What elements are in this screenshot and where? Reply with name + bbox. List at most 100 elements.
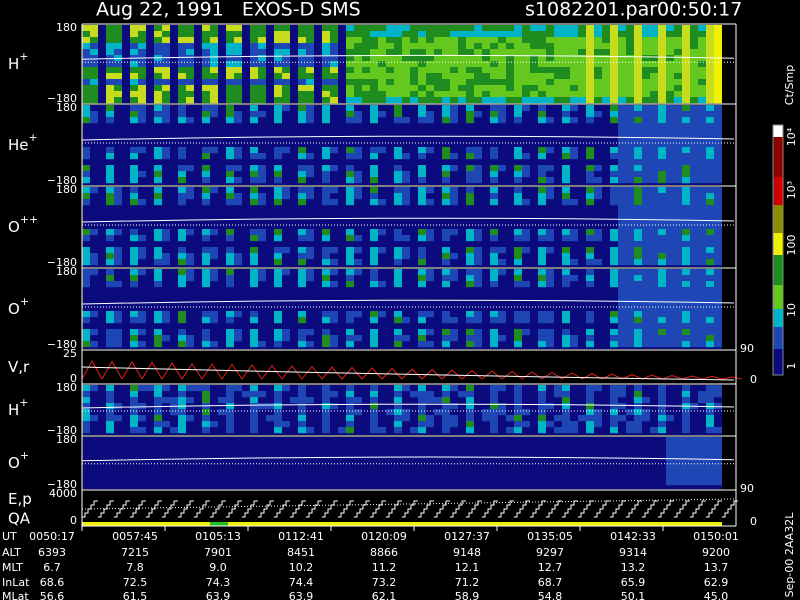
spectrogram-cell — [594, 259, 602, 266]
row-value: 0135:05 — [527, 530, 573, 543]
spectrogram-cell — [714, 73, 722, 80]
spectrogram-cell — [562, 37, 570, 44]
spectrogram-cell — [674, 171, 682, 178]
spectrogram-cell — [170, 427, 178, 434]
spectrogram-cell — [578, 67, 586, 74]
spectrogram-cell — [642, 37, 650, 44]
spectrogram-cell — [658, 79, 666, 86]
spectrogram-cell — [698, 123, 706, 130]
spectrogram-cell — [714, 443, 722, 450]
spectrogram-cell — [370, 147, 378, 154]
spectrogram-cell — [594, 43, 602, 50]
spectrogram-cell — [306, 427, 314, 434]
spectrogram-cell — [154, 165, 162, 172]
spectrogram-cell — [674, 305, 682, 312]
spectrogram-cell — [626, 335, 634, 342]
spectrogram-cell — [634, 193, 642, 200]
spectrogram-cell — [250, 37, 258, 44]
spectrogram-cell — [466, 61, 474, 68]
spectrogram-cell — [82, 187, 90, 194]
spectrogram-cell — [602, 97, 610, 104]
spectrogram-cell — [554, 25, 562, 32]
spectrogram-cell — [490, 311, 498, 318]
spectrogram-cell — [714, 259, 722, 266]
spectrogram-cell — [418, 55, 426, 62]
spectrogram-cell — [474, 111, 482, 118]
spectrogram-cell — [346, 427, 354, 434]
colorbar-tick-label: 10³ — [785, 181, 798, 199]
spectrogram-cell — [674, 259, 682, 266]
spectrogram-cell — [610, 329, 618, 336]
spectrogram-cell — [682, 229, 690, 236]
spectrogram-cell — [178, 275, 186, 282]
trace-line — [81, 299, 735, 305]
spectrogram-cell — [562, 415, 570, 422]
spectrogram-cell — [282, 97, 290, 104]
spectrogram-cell — [514, 49, 522, 56]
spectrogram-cell — [450, 67, 458, 74]
spectrogram-cell — [666, 97, 674, 104]
spectrogram-cell — [610, 275, 618, 282]
spectrogram-cell — [586, 341, 594, 348]
spectrogram-cell — [434, 67, 442, 74]
panel-label-text: H — [8, 55, 19, 73]
spectrogram-cell — [202, 177, 210, 184]
spectrogram-cell — [626, 211, 634, 218]
spectrogram-cell — [586, 79, 594, 86]
spectrogram-cell — [706, 159, 714, 166]
spectrogram-cell — [114, 311, 122, 318]
spectrogram-cell — [578, 415, 586, 422]
spectrogram-cell — [586, 415, 594, 422]
spectrogram-cell — [498, 165, 506, 172]
spectrogram-cell — [658, 37, 666, 44]
spectrogram-cell — [346, 329, 354, 336]
spectrogram-cell — [506, 73, 514, 80]
spectrogram-cell — [442, 259, 450, 266]
spectrogram-cell — [442, 91, 450, 98]
spectrogram-cell — [642, 97, 650, 104]
spectrogram-cell — [706, 241, 714, 248]
spectrogram-cell — [138, 341, 146, 348]
spectrogram-cell — [322, 105, 330, 112]
spectrogram-cell — [666, 171, 674, 178]
spectrogram-cell — [674, 281, 682, 288]
spectrogram-cell — [538, 193, 546, 200]
spectrogram-cell — [466, 91, 474, 98]
spectrogram-cell — [562, 235, 570, 242]
spectrogram-cell — [114, 335, 122, 342]
spectrogram-cell — [498, 79, 506, 86]
spectrogram-cell — [650, 123, 658, 130]
spectrogram-cell — [130, 49, 138, 56]
spectrogram-cell — [250, 253, 258, 260]
spectrogram-cell — [330, 79, 338, 86]
spectrogram-cell — [714, 293, 722, 300]
spectrogram-cell — [658, 105, 666, 112]
spectrogram-cell — [602, 31, 610, 38]
spectrogram-cell — [306, 73, 314, 80]
spectrogram-cell — [650, 61, 658, 68]
spectrogram-cell — [114, 25, 122, 32]
spectrogram-cell — [106, 385, 114, 392]
row-value: 0057:45 — [112, 530, 158, 543]
spectrogram-cell — [514, 73, 522, 80]
spectrogram-cell — [594, 67, 602, 74]
spectrogram-cell — [618, 55, 626, 62]
spectrogram-cell — [466, 235, 474, 242]
spectrogram-cell — [458, 61, 466, 68]
spectrogram-cell — [330, 67, 338, 74]
spectrogram-cell — [642, 61, 650, 68]
spectrogram-cell — [426, 91, 434, 98]
spectrogram-cell — [578, 73, 586, 80]
spectrogram-cell — [610, 403, 618, 410]
spectrogram-cell — [178, 165, 186, 172]
spectrogram-cell — [250, 397, 258, 404]
spectrogram-cell — [586, 43, 594, 50]
spectrogram-cell — [258, 341, 266, 348]
spectrogram-cell — [250, 187, 258, 194]
spectrogram-cell — [634, 199, 642, 206]
spectrogram-cell — [130, 199, 138, 206]
spectrogram-cell — [666, 25, 674, 32]
spectrogram-cell — [714, 317, 722, 324]
spectrogram-cell — [242, 391, 250, 398]
spectrogram-cell — [586, 247, 594, 254]
